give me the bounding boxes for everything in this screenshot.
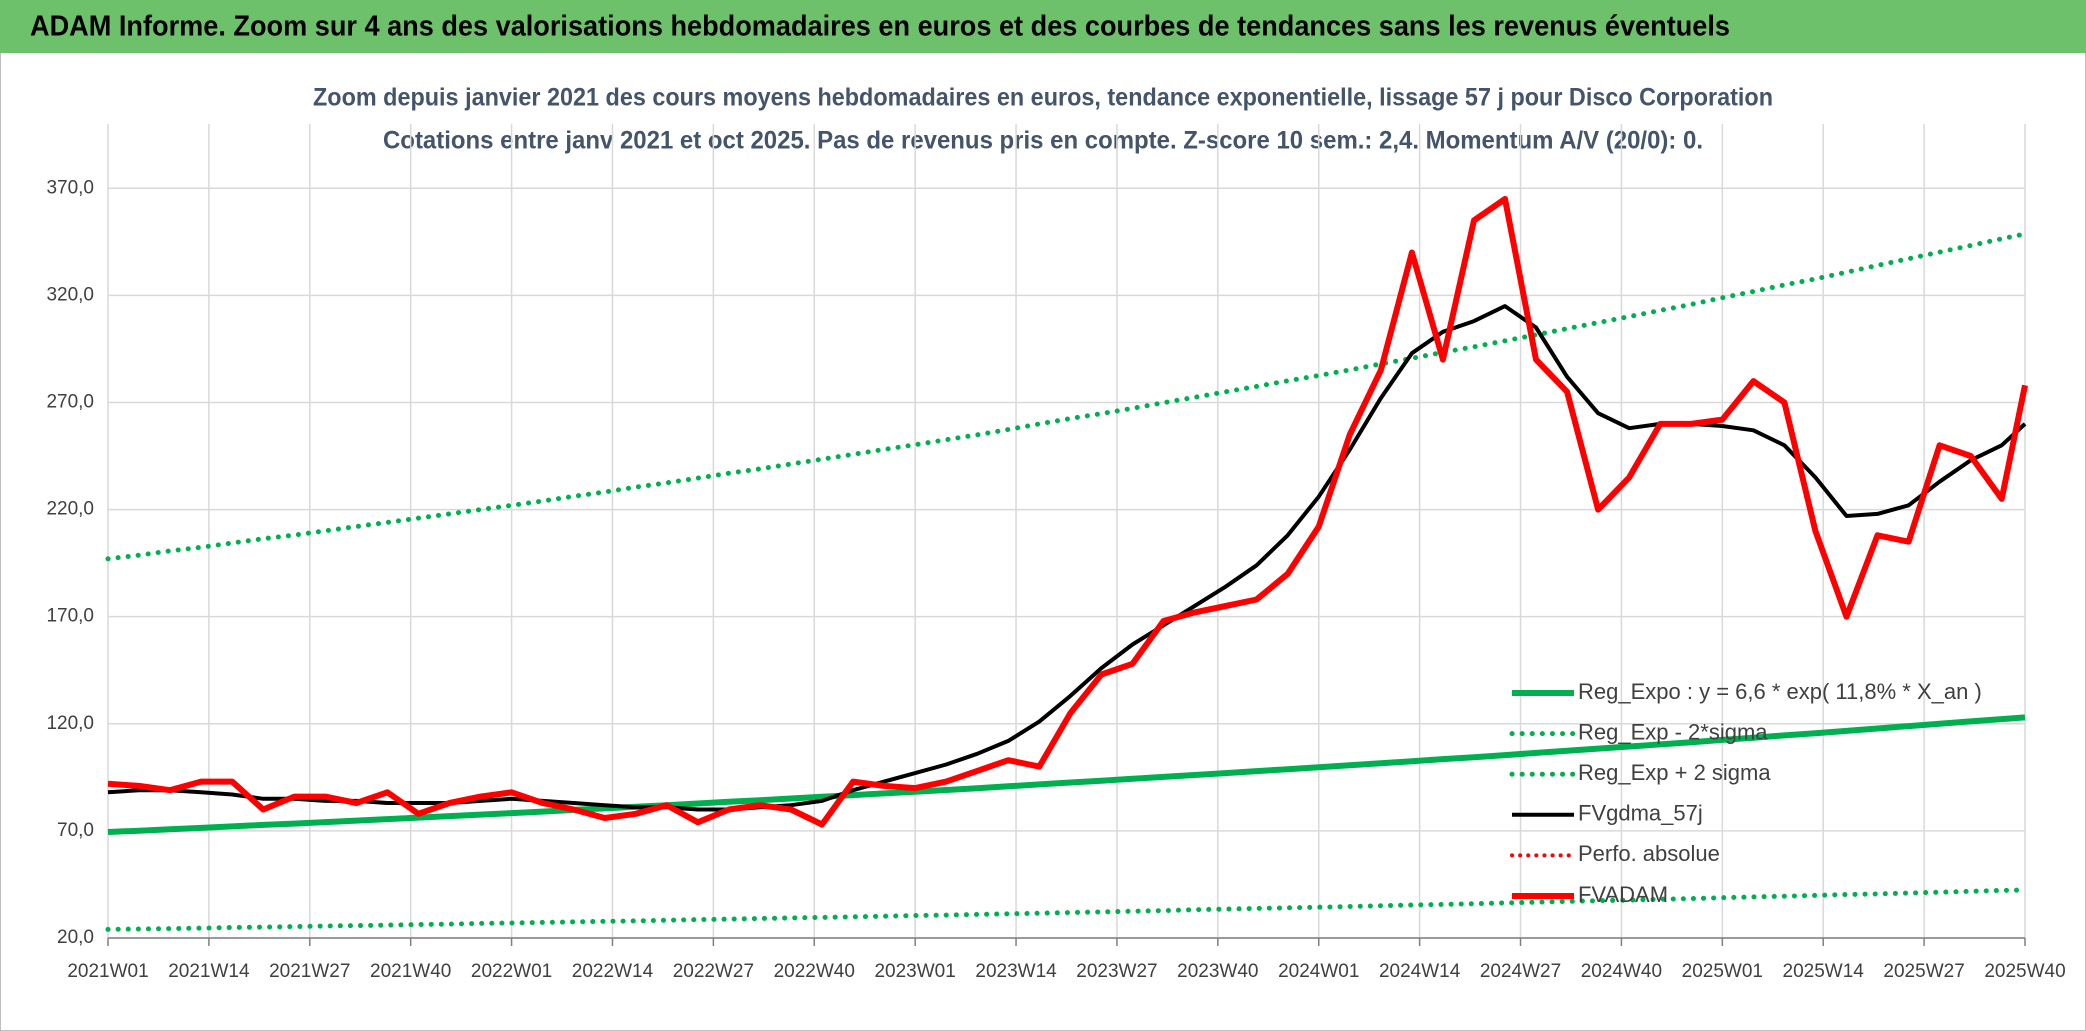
y-tick-label: 320,0 [46, 284, 94, 305]
y-tick-label: 220,0 [46, 499, 94, 520]
x-tick-label: 2025W40 [1984, 961, 2065, 982]
x-tick-label: 2022W40 [774, 961, 855, 982]
x-tick-label: 2025W27 [1883, 961, 1964, 982]
series-line [107, 714, 2026, 835]
x-tick-label: 2024W14 [1379, 961, 1461, 982]
y-tick-label: 370,0 [46, 177, 94, 198]
series-line [105, 231, 2028, 562]
x-tick-label: 2023W40 [1177, 961, 1258, 982]
y-tick-label: 70,0 [57, 820, 94, 841]
series-line [107, 304, 2027, 812]
legend-label: Reg_Expo : y = 6,6 * exp( 11,8% * X_an ) [1578, 679, 1982, 704]
x-tick-label: 2024W40 [1581, 961, 1662, 982]
legend-label: FVgdma_57j [1578, 801, 1703, 826]
y-tick-label: 170,0 [46, 606, 94, 627]
header-bar [0, 0, 2086, 53]
x-tick-label: 2021W01 [67, 961, 148, 982]
x-tick-label: 2025W14 [1783, 961, 1865, 982]
page-title: ADAM Informe. Zoom sur 4 ans des valoris… [30, 11, 1730, 43]
x-tick-label: 2021W40 [370, 961, 451, 982]
y-tick-label: 20,0 [57, 927, 94, 948]
legend-label: Reg_Exp + 2 sigma [1578, 760, 1771, 785]
x-tick-label: 2021W27 [269, 961, 350, 982]
series-line [105, 887, 2028, 932]
x-tick-label: 2022W27 [673, 961, 754, 982]
x-tick-label: 2025W01 [1682, 961, 1763, 982]
legend-label: Perfo. absolue [1578, 841, 1720, 866]
chart-subtitle: Cotations entre janv 2021 et oct 2025. P… [383, 127, 1703, 155]
y-tick-label: 120,0 [46, 713, 94, 734]
x-tick-label: 2021W14 [168, 961, 250, 982]
chart-title: Zoom depuis janvier 2021 des cours moyen… [313, 84, 1773, 112]
x-tick-label: 2023W27 [1076, 961, 1157, 982]
x-tick-label: 2024W27 [1480, 961, 1561, 982]
series-line [107, 196, 2028, 828]
legend-label: FVADAM [1578, 882, 1668, 907]
x-tick-label: 2023W14 [975, 961, 1057, 982]
legend-label: Reg_Exp - 2*sigma [1578, 719, 1768, 744]
x-tick-label: 2023W01 [874, 961, 955, 982]
x-tick-label: 2022W01 [471, 961, 552, 982]
x-tick-label: 2022W14 [572, 961, 654, 982]
y-tick-label: 270,0 [46, 391, 94, 412]
x-tick-label: 2024W01 [1278, 961, 1359, 982]
